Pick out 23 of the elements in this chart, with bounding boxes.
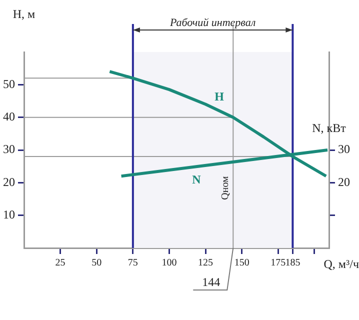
y-tick-label: 10 <box>3 207 15 222</box>
y2-axis-title: N, кВт <box>312 121 347 135</box>
x-tick-label: 75 <box>128 258 138 269</box>
y-tick-label: 50 <box>3 76 15 91</box>
y-tick-label: 40 <box>3 109 15 124</box>
x-tick-label: 100 <box>162 258 177 269</box>
series-label: N <box>192 172 202 187</box>
y2-tick-label: 20 <box>338 174 350 189</box>
band-label: Рабочий интервал <box>168 17 256 29</box>
x-tick-label: 50 <box>92 258 102 269</box>
y2-tick-label: 30 <box>338 142 350 156</box>
x-tick-label: 175 <box>270 258 286 269</box>
annotation: 144 <box>202 275 220 289</box>
y-tick-label: 20 <box>3 174 15 189</box>
x-tick-label: 125 <box>198 258 214 269</box>
x-tick-label: 25 <box>55 258 66 269</box>
y-tick-label: 30 <box>3 142 15 156</box>
y-axis-title: H, м <box>12 7 36 21</box>
ref-line-label: Qном <box>220 175 232 200</box>
x-axis-title: Q, м³/ч <box>324 257 359 271</box>
series-label: H <box>214 90 225 104</box>
x-tick-label: 150 <box>234 258 250 269</box>
x-tick-label: 185 <box>285 258 300 269</box>
